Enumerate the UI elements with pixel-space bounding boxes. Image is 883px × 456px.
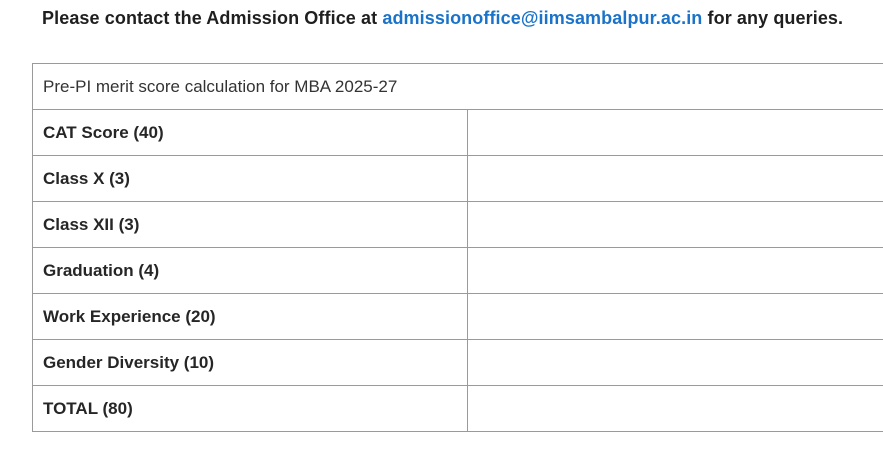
row-value-class-xii xyxy=(466,201,883,248)
row-label-work-experience: Work Experience (20) xyxy=(32,293,468,340)
table-caption-row: Pre-PI merit score calculation for MBA 2… xyxy=(32,63,883,110)
table-caption: Pre-PI merit score calculation for MBA 2… xyxy=(32,63,883,110)
row-value-class-x xyxy=(466,155,883,202)
merit-score-table: Pre-PI merit score calculation for MBA 2… xyxy=(32,63,883,432)
table-row: TOTAL (80) xyxy=(32,385,883,432)
row-value-graduation xyxy=(466,247,883,294)
table-row: Graduation (4) xyxy=(32,247,883,294)
row-label-class-xii: Class XII (3) xyxy=(32,201,468,248)
row-label-gender-diversity: Gender Diversity (10) xyxy=(32,339,468,386)
row-label-total: TOTAL (80) xyxy=(32,385,468,432)
contact-notice: Please contact the Admission Office at a… xyxy=(42,8,843,29)
row-label-class-x: Class X (3) xyxy=(32,155,468,202)
row-value-gender-diversity xyxy=(466,339,883,386)
row-value-cat-score xyxy=(466,109,883,156)
table-row: Class X (3) xyxy=(32,155,883,202)
table-row: Class XII (3) xyxy=(32,201,883,248)
table-row: Gender Diversity (10) xyxy=(32,339,883,386)
notice-prefix: Please contact the Admission Office at xyxy=(42,8,378,28)
admission-email-link[interactable]: admissionoffice@iimsambalpur.ac.in xyxy=(382,8,703,28)
merit-score-table-wrapper: Pre-PI merit score calculation for MBA 2… xyxy=(32,63,883,432)
notice-suffix: for any queries. xyxy=(707,8,844,28)
row-label-graduation: Graduation (4) xyxy=(32,247,468,294)
table-row: CAT Score (40) xyxy=(32,109,883,156)
row-value-total xyxy=(466,385,883,432)
row-label-cat-score: CAT Score (40) xyxy=(32,109,468,156)
table-row: Work Experience (20) xyxy=(32,293,883,340)
row-value-work-experience xyxy=(466,293,883,340)
